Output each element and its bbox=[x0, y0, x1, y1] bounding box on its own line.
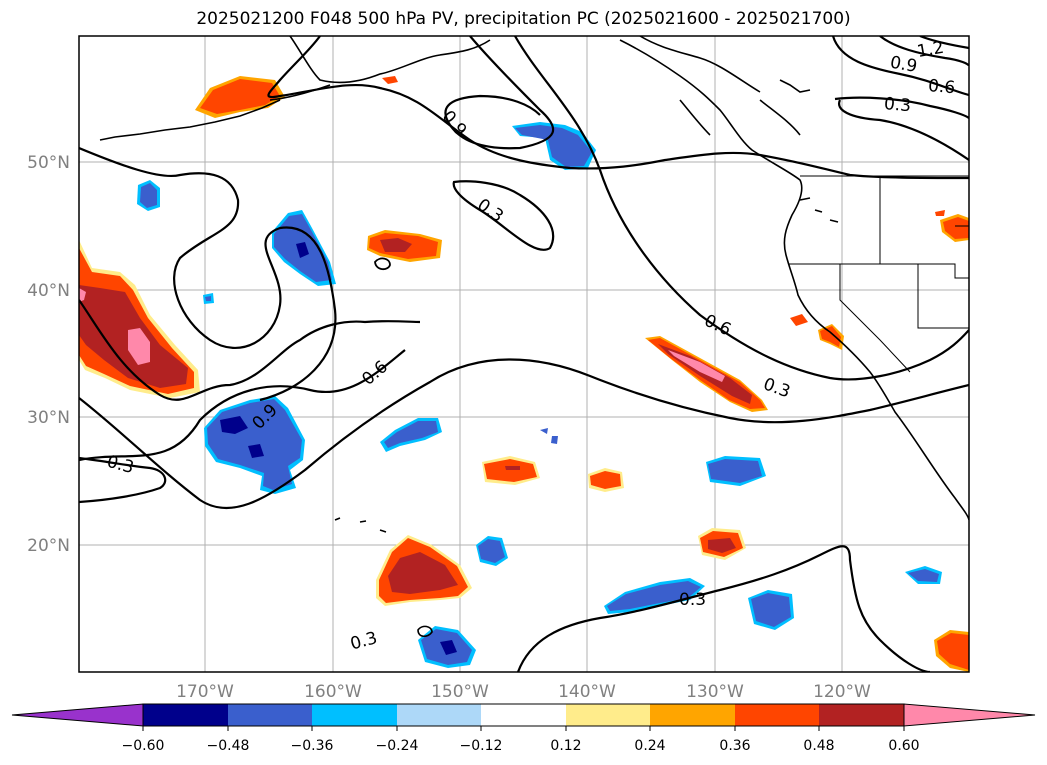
colorbar-tick-label: −0.24 bbox=[376, 738, 419, 754]
contour-label: 0.9 bbox=[438, 107, 471, 141]
lon-label: 160°W bbox=[304, 682, 362, 702]
map-frame bbox=[78, 35, 970, 673]
latitude-labels: 50°N 40°N 30°N 20°N bbox=[27, 153, 70, 556]
colorbar-tick-label: −0.48 bbox=[207, 738, 250, 754]
precip-negative-south-band bbox=[604, 578, 705, 614]
lon-label: 140°W bbox=[558, 682, 616, 702]
precip-positive-west bbox=[79, 240, 200, 398]
precip-negative-west-small bbox=[137, 180, 160, 211]
lon-label: 150°W bbox=[431, 682, 489, 702]
precip-positive-east-small bbox=[698, 528, 746, 560]
precip-positive-central-north bbox=[367, 230, 442, 262]
contour-label: 0.3 bbox=[679, 590, 706, 610]
lat-label: 20°N bbox=[27, 536, 70, 556]
colorbar-tick-label: 0.24 bbox=[634, 738, 665, 754]
lon-label: 170°W bbox=[176, 682, 234, 702]
precip-positive-hawaii bbox=[376, 535, 472, 606]
precip-positive-mid-south-2 bbox=[588, 468, 624, 492]
colorbar-tick-label: −0.60 bbox=[122, 738, 165, 754]
colorbar-segment bbox=[650, 704, 735, 726]
boundaries bbox=[788, 175, 969, 373]
precip-positive-small bbox=[382, 76, 398, 84]
precip-negative-north bbox=[512, 122, 596, 170]
colorbar-tick-label: 0.60 bbox=[888, 738, 919, 754]
contour-label: 0.3 bbox=[473, 195, 507, 227]
lat-label: 40°N bbox=[27, 281, 70, 301]
colorbar-segment bbox=[735, 704, 819, 726]
precip-negative-east bbox=[706, 456, 766, 486]
contour-label: 0.3 bbox=[348, 628, 379, 654]
precip-negative-midwest bbox=[272, 210, 336, 286]
map-plot-area: 1.2 0.9 0.6 0.3 0.9 0.3 0.6 0.6 0.3 0.9 … bbox=[79, 36, 969, 672]
precip-negative-far-east bbox=[905, 566, 942, 584]
colorbar-segment bbox=[481, 704, 566, 726]
lat-label: 50°N bbox=[27, 153, 70, 173]
contour-label: 0.6 bbox=[358, 357, 392, 390]
contour-label: 0.9 bbox=[888, 53, 918, 77]
lon-label: 120°W bbox=[813, 682, 871, 702]
precip-positive-east-band bbox=[645, 336, 768, 412]
colorbar: −0.60 −0.48 −0.36 −0.24 −0.12 0.12 0.24 … bbox=[11, 703, 1036, 754]
coastlines bbox=[99, 36, 969, 533]
colorbar-tick-label: −0.12 bbox=[460, 738, 503, 754]
lat-label: 30°N bbox=[27, 408, 70, 428]
colorbar-segment bbox=[819, 704, 904, 726]
contour-label: 0.3 bbox=[761, 374, 793, 402]
precip-positive-southeast-corner bbox=[934, 630, 969, 672]
longitude-labels: 170°W 160°W 150°W 140°W 130°W 120°W bbox=[176, 682, 871, 702]
colorbar-segment bbox=[143, 704, 228, 726]
pv-contours bbox=[79, 36, 969, 672]
lon-label: 130°W bbox=[686, 682, 744, 702]
colorbar-tick-label: 0.48 bbox=[803, 738, 834, 754]
precip-positive-mid-south bbox=[482, 456, 540, 485]
precip-positive-east-coast bbox=[940, 214, 969, 242]
contour-label: 0.3 bbox=[883, 94, 912, 116]
colorbar-over-triangle bbox=[903, 703, 1036, 727]
contour-label: 0.6 bbox=[927, 76, 956, 98]
colorbar-tick-label: 0.36 bbox=[719, 738, 750, 754]
precip-fields bbox=[79, 76, 969, 672]
precip-negative-south-east bbox=[748, 590, 794, 630]
colorbar-segment bbox=[312, 704, 397, 726]
colorbar-under-triangle bbox=[11, 703, 144, 727]
map-title: 2025021200 F048 500 hPa PV, precipitatio… bbox=[196, 9, 851, 29]
precip-positive-california bbox=[790, 314, 844, 350]
contour-label: 1.2 bbox=[915, 38, 945, 62]
colorbar-segment bbox=[566, 704, 650, 726]
precip-negative-south bbox=[418, 626, 476, 668]
precip-negative-southwest bbox=[204, 396, 305, 494]
colorbar-segment bbox=[228, 704, 312, 726]
colorbar-tick-label: 0.12 bbox=[550, 738, 581, 754]
colorbar-tick-label: −0.36 bbox=[291, 738, 334, 754]
precip-negative-mid bbox=[380, 418, 442, 452]
colorbar-segment bbox=[397, 704, 481, 726]
precip-negative-hawaii-north bbox=[476, 536, 508, 566]
